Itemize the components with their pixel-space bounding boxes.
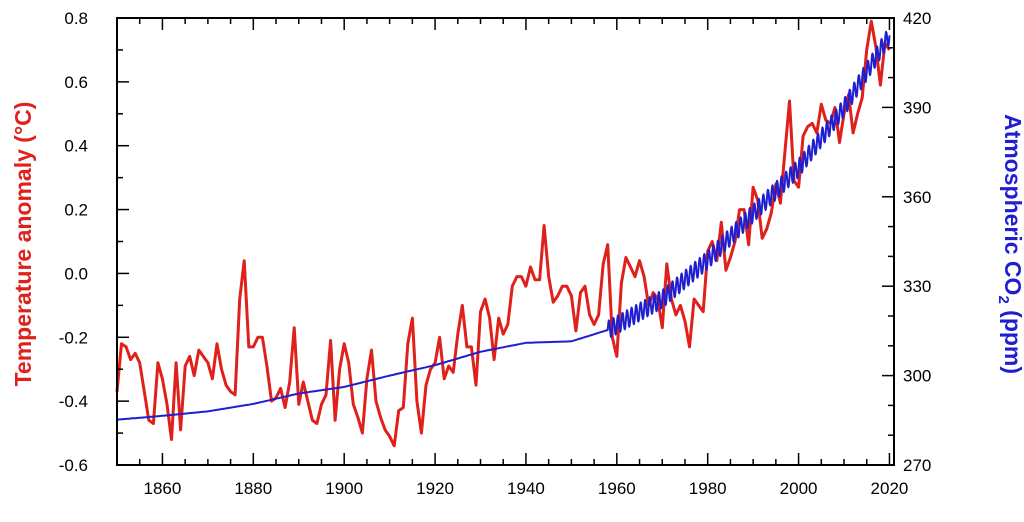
x-tick-label: 1900 (325, 479, 363, 498)
left-y-tick-label: 0.2 (64, 201, 88, 220)
left-y-tick-label: -0.4 (59, 392, 88, 411)
left-y-tick-label: 0.4 (64, 137, 88, 156)
x-tick-label: 1940 (507, 479, 545, 498)
left-y-tick-label: 0.8 (64, 9, 88, 28)
right-y-tick-label: 420 (903, 9, 931, 28)
x-tick-label: 2000 (780, 479, 818, 498)
right-y-tick-label: 390 (903, 98, 931, 117)
left-y-tick-label: -0.6 (59, 456, 88, 475)
x-tick-label: 1920 (416, 479, 454, 498)
right-y-tick-label: 360 (903, 188, 931, 207)
right-y-tick-label: 270 (903, 456, 931, 475)
right-y-tick-label: 330 (903, 277, 931, 296)
right-y-tick-label: 300 (903, 367, 931, 386)
left-y-tick-label: 0.0 (64, 264, 88, 283)
temperature-anomaly-line (115, 19, 891, 448)
co2-concentration-line (116, 30, 891, 421)
x-tick-label: 1960 (598, 479, 636, 498)
x-tick-label: 2020 (871, 479, 909, 498)
right-axis-title-unit: (ppm) (1000, 304, 1024, 374)
x-tick-label: 1860 (144, 479, 182, 498)
right-axis-title-subscript: 2 (995, 295, 1012, 303)
left-y-tick-label: -0.2 (59, 328, 88, 347)
tick-layer (116, 17, 894, 466)
plot-frame (116, 17, 895, 466)
right-axis-title: Atmospheric CO2 (ppm) (995, 114, 1024, 374)
left-y-tick-label: 0.6 (64, 73, 88, 92)
x-tick-label: 1980 (689, 479, 727, 498)
label-layer: 1860 1880 1900 1920 1940 1960 1980 2000 2020 -0.6… (59, 9, 932, 498)
x-tick-label: 1880 (234, 479, 272, 498)
series-layer (115, 19, 891, 448)
right-axis-title-main: Atmospheric CO (1000, 114, 1024, 295)
left-axis-title: Temperature anomaly (°C) (10, 102, 36, 387)
